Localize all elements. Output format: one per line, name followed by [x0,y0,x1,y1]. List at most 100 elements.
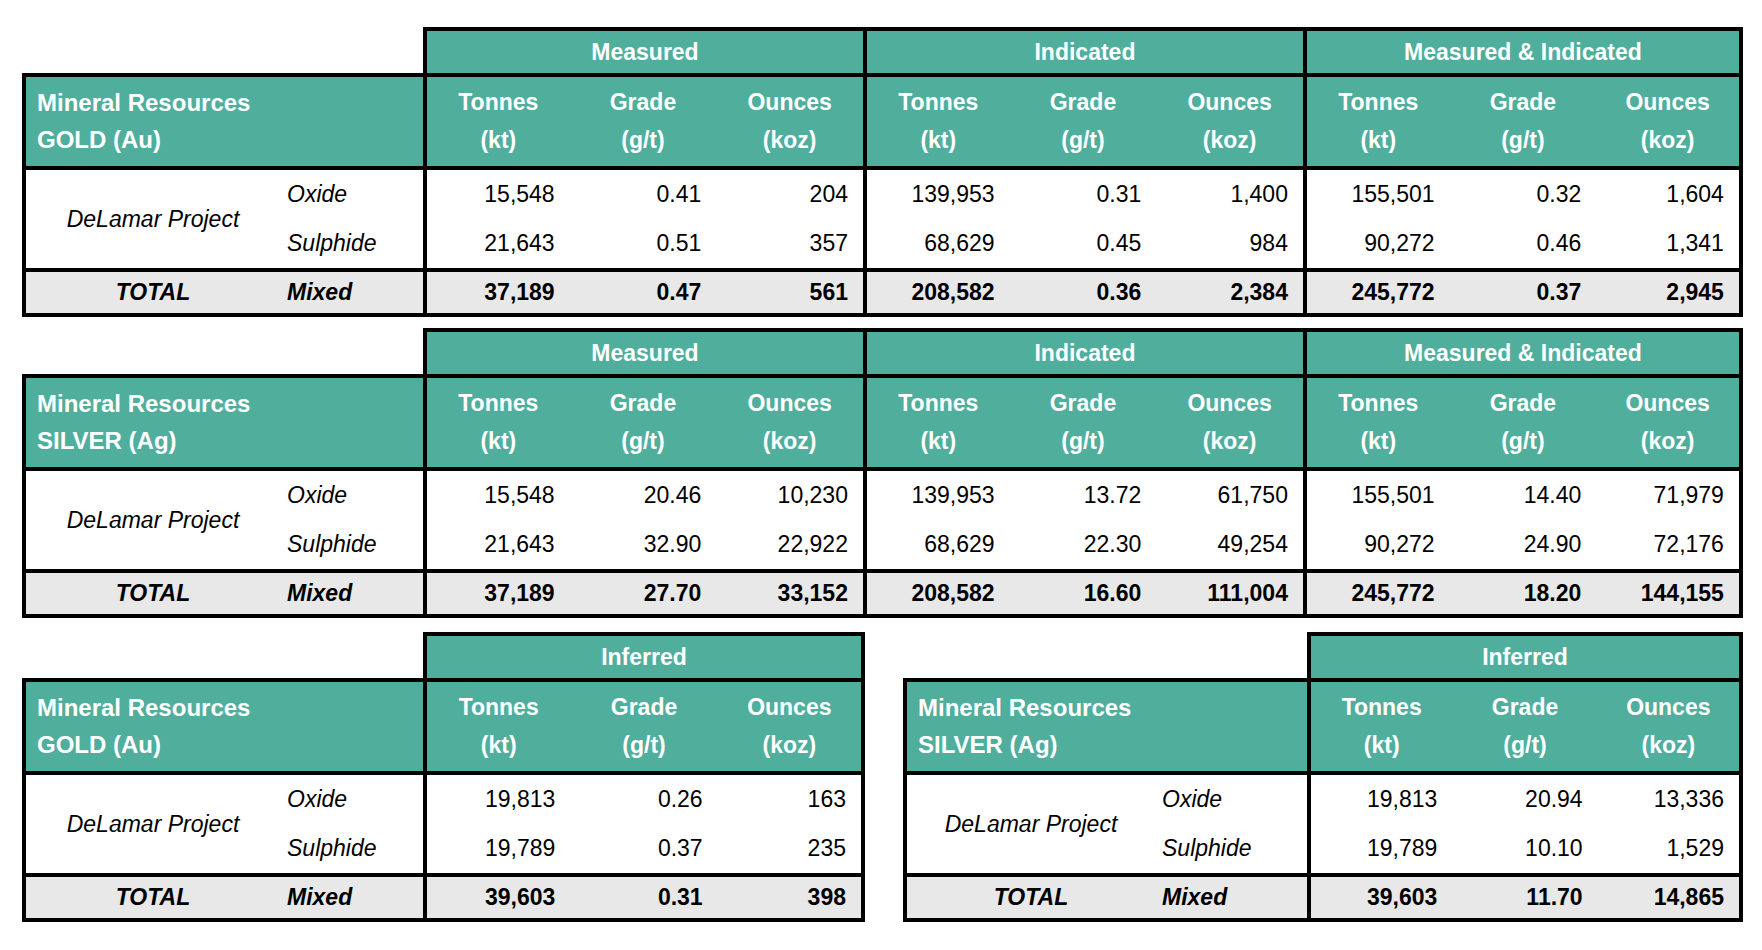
header-unit: (koz) [1203,129,1257,152]
total-label: TOTAL [22,569,280,618]
value-cell: 0.26 [570,775,717,824]
value-cell: 20.94 [1452,775,1597,824]
total-value-cell: 39,603 [423,873,570,922]
value-cell: 0.46 [1450,219,1597,268]
header-ounces: Ounces (koz) [716,374,863,471]
value-cell: 71,979 [1596,471,1743,520]
value-cell: 13.72 [1010,471,1157,520]
header-unit: (g/t) [1501,430,1544,453]
table-title-line1: Mineral Resources [37,392,250,416]
total-value-cell: 0.36 [1010,268,1157,317]
value-cell: 22.30 [1010,520,1157,569]
header-grade: Grade (g/t) [570,678,717,775]
table-silver-inf: InferredMineral ResourcesSILVER (Ag)Tonn… [903,632,1743,922]
total-value-cell: 208,582 [863,569,1010,618]
value-cell: 0.32 [1450,170,1597,219]
header-label: Ounces [747,392,831,415]
header-unit: (koz) [1203,430,1257,453]
value-cell: 1,400 [1156,170,1303,219]
value-cell: 90,272 [1303,219,1450,268]
total-value-cell: 39,603 [1307,873,1452,922]
project-label: DeLamar Project [22,170,280,268]
header-ounces: Ounces(koz) [718,678,865,775]
table-gold-inf: InferredMineral ResourcesGOLD (Au)Tonnes… [22,632,865,922]
value-cell: 155,501 [1303,471,1450,520]
value-cell: 68,629 [863,520,1010,569]
header-grade: Grade(g/t) [1452,678,1597,775]
value-cell: 22,922 [716,520,863,569]
table-title-line2: GOLD (Au) [37,128,161,152]
value-cell: 139,953 [863,170,1010,219]
header-unit: (koz) [762,734,816,757]
table-title: Mineral Resources SILVER (Ag) [22,374,423,471]
header-unit: (koz) [763,129,817,152]
value-cell: 0.45 [1010,219,1157,268]
header-label: Tonnes [898,91,978,114]
header-unit: (koz) [1641,430,1695,453]
header-label: Tonnes [458,392,538,415]
header-unit: (g/t) [1061,129,1104,152]
header-ounces: Ounces(koz) [716,73,863,170]
total-label: TOTAL [22,873,280,922]
material-label: Oxide [280,775,423,824]
band-spacer [22,328,423,374]
value-cell: 1,604 [1596,170,1743,219]
header-unit: (g/t) [622,734,665,757]
header-tonnes: Tonnes(kt) [863,73,1010,170]
value-cell: 10,230 [716,471,863,520]
value-cell: 90,272 [1303,520,1450,569]
total-value-cell: 18.20 [1450,569,1597,618]
header-unit: (koz) [1641,129,1695,152]
total-value-cell: 2,945 [1596,268,1743,317]
header-unit: (g/t) [621,129,664,152]
header-label: Tonnes [459,696,539,719]
total-value-cell: 37,189 [423,268,570,317]
table-title: Mineral ResourcesGOLD (Au) [22,678,423,775]
band-indicated: Indicated [863,328,1303,374]
header-grade: Grade(g/t) [1010,374,1157,471]
band-measured-indicated: Measured & Indicated [1303,328,1743,374]
value-cell: 15,548 [423,471,570,520]
header-ounces: Ounces(koz) [1598,678,1743,775]
header-label: Grade [1050,392,1116,415]
header-grade: Grade(g/t) [570,73,717,170]
table-title-line1: Mineral Resources [37,91,250,115]
table-title: Mineral ResourcesSILVER (Ag) [903,678,1307,775]
header-label: Tonnes [1342,696,1422,719]
table-title-line2: SILVER (Ag) [918,733,1058,757]
project-label: DeLamar Project [22,471,280,569]
value-cell: 24.90 [1450,520,1597,569]
header-grade: Grade(g/t) [1450,374,1597,471]
header-unit: (kt) [1364,734,1400,757]
material-label: Sulphide [280,824,423,873]
value-cell: 68,629 [863,219,1010,268]
total-value-cell: 11.70 [1452,873,1597,922]
value-cell: 15,548 [423,170,570,219]
total-material-label: Mixed [280,569,423,618]
total-label: TOTAL [22,268,280,317]
header-label: Ounces [1187,91,1271,114]
value-cell: 14.40 [1450,471,1597,520]
band-indicated: Indicated [863,27,1303,73]
header-label: Grade [1490,91,1556,114]
header-label: Grade [1050,91,1116,114]
total-value-cell: 37,189 [423,569,570,618]
value-cell: 19,789 [1307,824,1452,873]
header-grade: Grade(g/t) [570,374,717,471]
band-measured: Measured [423,328,863,374]
header-grade: Grade(g/t) [1450,73,1597,170]
value-cell: 163 [718,775,865,824]
total-value-cell: 14,865 [1598,873,1743,922]
mineral-resource-tables: MeasuredIndicatedMeasured & IndicatedMin… [0,0,1762,950]
band-measured: Measured [423,27,863,73]
value-cell: 32.90 [570,520,717,569]
total-value-cell: 33,152 [716,569,863,618]
total-value-cell: 0.31 [570,873,717,922]
table-title-line2: SILVER (Ag) [37,429,177,453]
project-label: DeLamar Project [903,775,1155,873]
header-label: Grade [611,696,677,719]
band-spacer [903,632,1307,678]
value-cell: 0.51 [570,219,717,268]
header-unit: (koz) [763,430,817,453]
value-cell: 984 [1156,219,1303,268]
